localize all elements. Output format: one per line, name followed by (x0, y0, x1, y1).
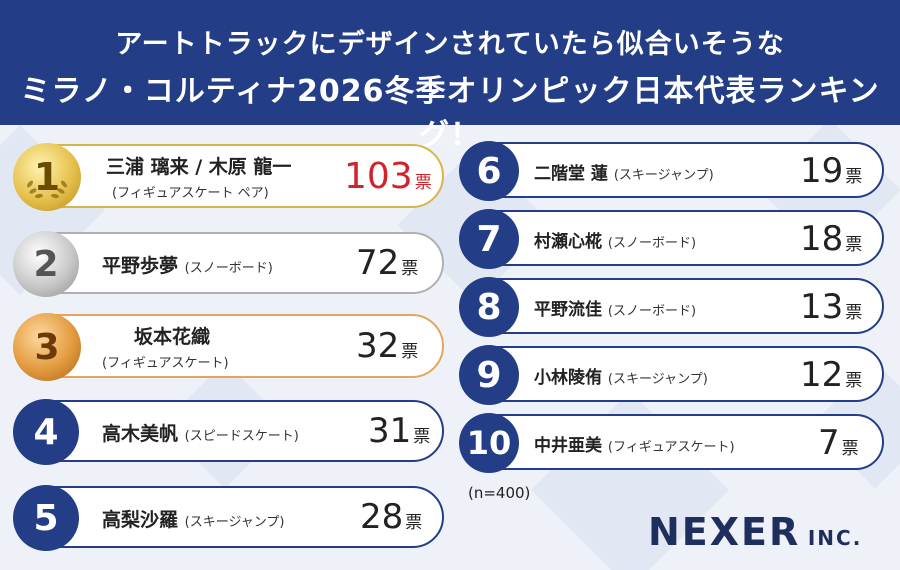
athlete-category-1: (フィギュアスケート ペア) (112, 186, 269, 201)
rank-number-5: 5 (33, 497, 59, 539)
rank-number-4: 4 (33, 411, 59, 453)
rank-badge-9: 9 (459, 345, 519, 405)
rank-badge-2: 2 (13, 231, 79, 297)
athlete-name-4: 高木美帆 (スピードスケート) (102, 423, 299, 445)
vote-unit-6: 票 (845, 167, 863, 187)
athlete-category-5: (スキージャンプ) (184, 515, 285, 530)
athlete-name-3: 坂本花織 (134, 326, 211, 348)
vote-count-5: 28 票 (360, 497, 423, 537)
rank-badge-1: 1 (13, 143, 81, 211)
laurel-wreath-icon (27, 180, 67, 199)
athlete-category-2: (スノーボード) (184, 261, 273, 276)
vote-unit-3: 票 (401, 342, 419, 362)
vote-unit-1: 票 (414, 173, 432, 193)
vote-unit-4: 票 (413, 427, 431, 447)
vote-count-6: 19 票 (800, 151, 863, 191)
sample-size-note: (n=400) (468, 484, 531, 502)
vote-unit-9: 票 (845, 371, 863, 391)
rank-badge-3: 3 (13, 313, 81, 381)
ranking-entry-3: 3 坂本花織 (フィギュアスケート) 32 票 (13, 313, 444, 381)
header-banner: アートトラックにデザインされていたら似合いそうな ミラノ・コルティナ2026冬季… (0, 0, 900, 153)
athlete-name-9: 小林陵侑 (スキージャンプ) (534, 368, 708, 388)
athlete-name-2: 平野歩夢 (スノーボード) (102, 255, 273, 277)
rank-number-3: 3 (34, 326, 60, 368)
vote-unit-10: 票 (841, 439, 859, 459)
rank-number-2: 2 (33, 243, 59, 285)
ranking-entry-4: 4 高木美帆 (スピードスケート) 31 票 (13, 399, 444, 465)
ranking-entry-8: 8 平野流佳 (スノーボード) 13 票 (459, 277, 884, 337)
athlete-name-8: 平野流佳 (スノーボード) (534, 300, 697, 320)
athlete-category-9: (スキージャンプ) (607, 372, 708, 387)
logo-main: NEXER (648, 510, 801, 554)
rank-badge-4: 4 (13, 399, 79, 465)
rank-number-9: 9 (476, 354, 502, 396)
ranking-entry-2: 2 平野歩夢 (スノーボード) 72 票 (13, 231, 444, 297)
vote-unit-8: 票 (845, 303, 863, 323)
vote-count-3: 32 票 (356, 326, 419, 366)
athlete-name-1: 三浦 璃来 / 木原 龍一 (106, 156, 292, 178)
rank-badge-6: 6 (459, 141, 519, 201)
rank-number-8: 8 (476, 286, 502, 328)
vote-unit-5: 票 (405, 513, 423, 533)
athlete-category-3: (フィギュアスケート) (102, 356, 229, 371)
athlete-category-4: (スピードスケート) (184, 429, 299, 444)
rank-badge-8: 8 (459, 277, 519, 337)
company-logo: NEXER INC. (648, 510, 862, 554)
athlete-category-10: (フィギュアスケート) (607, 440, 735, 455)
rank-badge-5: 5 (13, 485, 79, 551)
vote-count-2: 72 票 (356, 243, 419, 283)
ranking-entry-9: 9 小林陵侑 (スキージャンプ) 12 票 (459, 345, 884, 405)
rank-number-7: 7 (476, 218, 502, 260)
rank-number-10: 10 (466, 424, 512, 462)
logo-suffix: INC. (807, 526, 863, 550)
rank-badge-10: 10 (459, 413, 519, 473)
vote-count-9: 12 票 (800, 355, 863, 395)
athlete-name-6: 二階堂 蓮 (スキージャンプ) (534, 164, 714, 184)
vote-unit-2: 票 (401, 259, 419, 279)
ranking-entry-5: 5 高梨沙羅 (スキージャンプ) 28 票 (13, 485, 444, 551)
ranking-entry-7: 7 村瀬心椛 (スノーボード) 18 票 (459, 209, 884, 269)
ranking-entry-6: 6 二階堂 蓮 (スキージャンプ) 19 票 (459, 141, 884, 201)
athlete-name-10: 中井亜美 (フィギュアスケート) (534, 436, 735, 456)
chart-title-line1: アートトラックにデザインされていたら似合いそうな (115, 29, 785, 60)
athlete-category-6: (スキージャンプ) (613, 168, 714, 183)
vote-count-1: 103 票 (344, 156, 432, 197)
chart-title-line2: ミラノ・コルティナ2026冬季オリンピック日本代表ランキング！ (20, 74, 880, 153)
vote-count-4: 31 票 (368, 411, 431, 451)
vote-count-7: 18 票 (800, 219, 863, 259)
athlete-name-7: 村瀬心椛 (スノーボード) (534, 232, 697, 252)
ranking-entry-1: 1 三浦 璃来 / 木原 龍一 (フィギュアスケート ペア) 103 票 (13, 143, 444, 211)
vote-unit-7: 票 (845, 235, 863, 255)
athlete-category-8: (スノーボード) (607, 304, 697, 319)
rank-number-1: 1 (33, 155, 61, 199)
rank-badge-7: 7 (459, 209, 519, 269)
vote-count-8: 13 票 (800, 287, 863, 327)
athlete-name-5: 高梨沙羅 (スキージャンプ) (102, 509, 285, 531)
athlete-category-7: (スノーボード) (607, 236, 697, 251)
rank-number-6: 6 (476, 150, 502, 192)
